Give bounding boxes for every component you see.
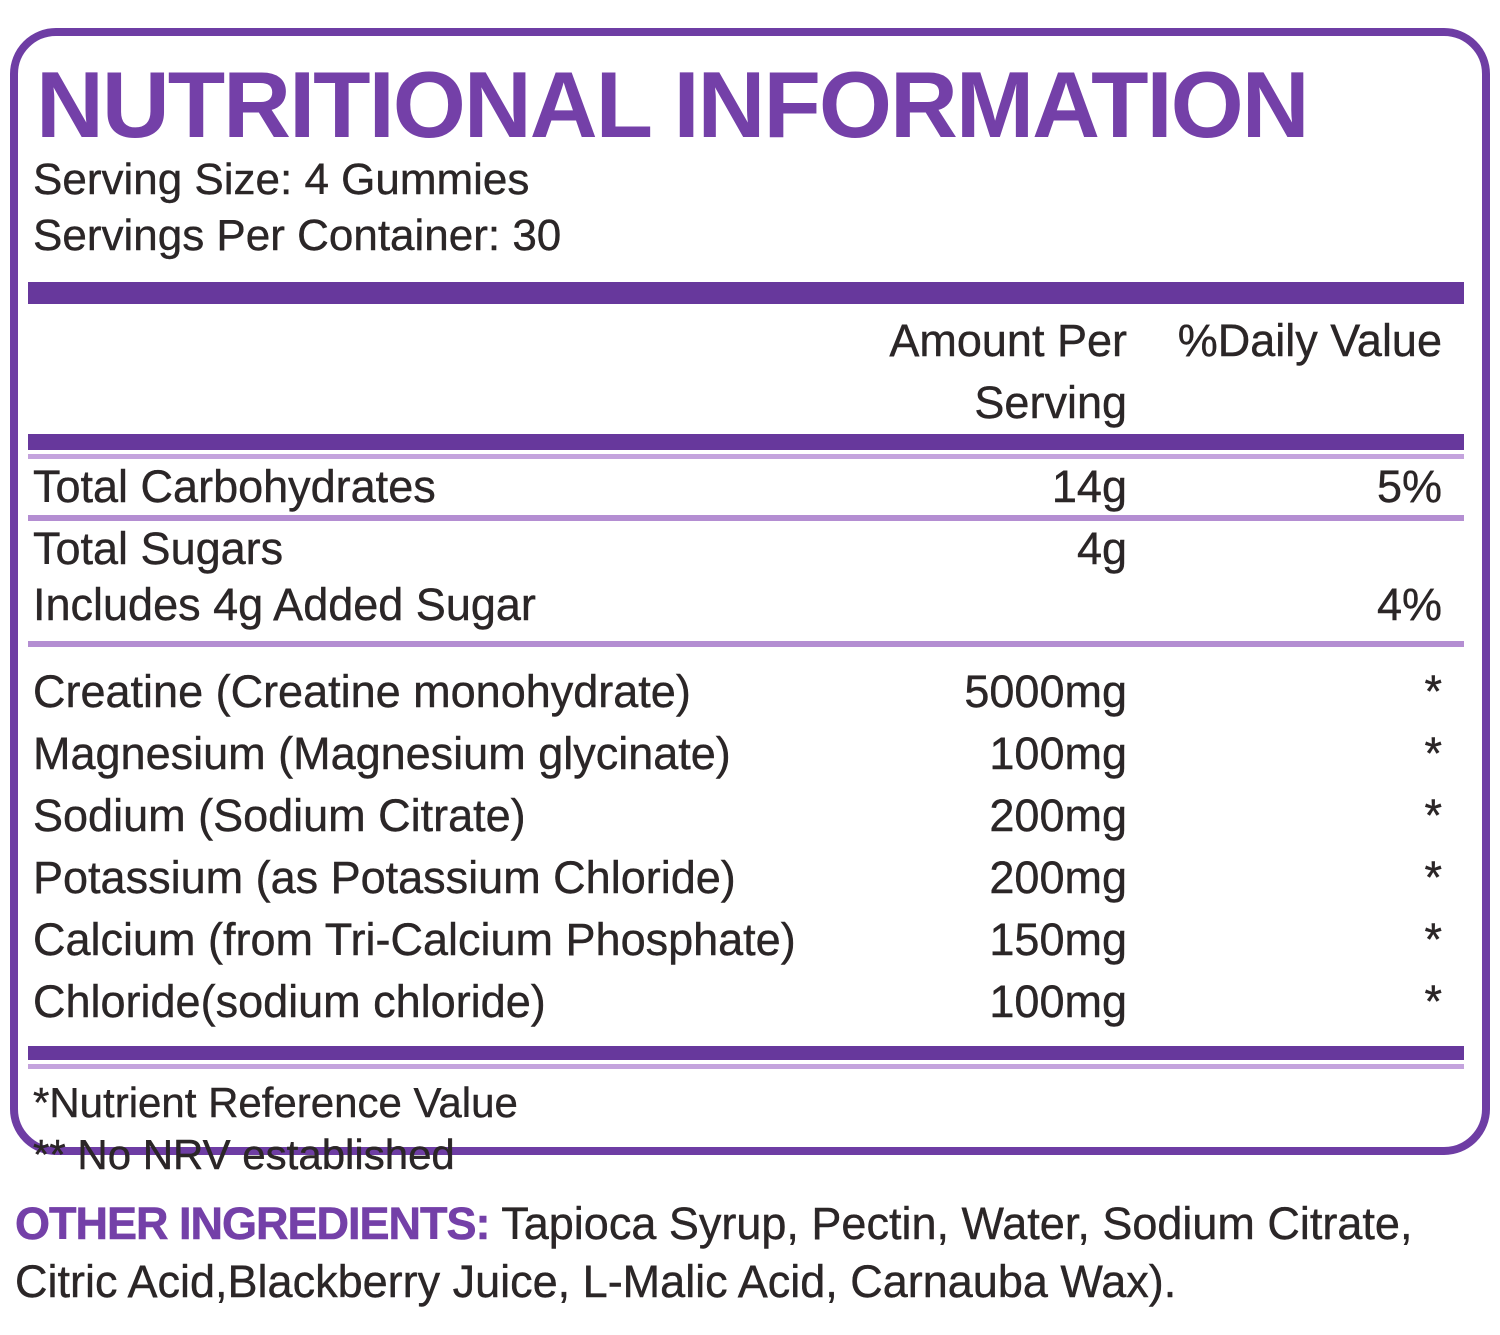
footnote-no-nrv: ** No NRV established: [33, 1131, 455, 1178]
row-amount: 100mg: [989, 976, 1127, 1027]
row-amount: 4g: [1076, 523, 1127, 574]
row-daily-value: *: [1424, 790, 1442, 841]
table-row-creatine: Creatine (Creatine monohydrate) 5000mg *: [28, 661, 1464, 723]
row-daily-value: *: [1424, 666, 1442, 717]
row-amount: 200mg: [989, 852, 1127, 903]
row-label: Calcium (from Tri-Calcium Phosphate): [33, 914, 796, 965]
table-row-added-sugar: Includes 4g Added Sugar 4%: [28, 577, 1464, 633]
top-separator-bar: [28, 282, 1464, 304]
row-label: Chloride(sodium chloride): [33, 976, 546, 1027]
row-amount: 5000mg: [964, 666, 1127, 717]
row-label: Includes 4g Added Sugar: [33, 579, 536, 630]
rule-dark: [28, 434, 1464, 450]
row-daily-value: 4%: [1376, 579, 1442, 630]
row-daily-value: *: [1424, 728, 1442, 779]
rule-light: [28, 454, 1464, 459]
row-daily-value: *: [1424, 852, 1442, 903]
bottom-separator-rule: [28, 1046, 1464, 1069]
rule-dark: [28, 1046, 1464, 1060]
row-daily-value: *: [1424, 976, 1442, 1027]
other-ingredients: OTHER INGREDIENTS: Tapioca Syrup, Pectin…: [15, 1195, 1490, 1311]
footnote-nrv: *Nutrient Reference Value: [33, 1079, 518, 1126]
table-row-magnesium: Magnesium (Magnesium glycinate) 100mg *: [28, 723, 1464, 785]
row-amount: 100mg: [989, 728, 1127, 779]
row-amount: 14g: [1051, 461, 1127, 512]
header-spacer: [28, 310, 827, 434]
table-row-carbohydrates: Total Carbohydrates 14g 5%: [28, 459, 1464, 515]
rule-gap: [28, 450, 1464, 454]
row-amount: [827, 577, 1127, 633]
table-row-calcium: Calcium (from Tri-Calcium Phosphate) 150…: [28, 909, 1464, 971]
serving-size: Serving Size: 4 Gummies: [33, 155, 530, 204]
other-ingredients-line1: Tapioca Syrup, Pectin, Water, Sodium Cit…: [501, 1198, 1413, 1249]
row-daily-value: *: [1424, 914, 1442, 965]
row-label: Potassium (as Potassium Chloride): [33, 852, 736, 903]
row-daily-value: 5%: [1376, 461, 1442, 512]
row-amount: 200mg: [989, 790, 1127, 841]
table-row-total-sugars: Total Sugars 4g: [28, 521, 1464, 577]
servings-per-container: Servings Per Container: 30: [33, 211, 562, 260]
row-label: Magnesium (Magnesium glycinate): [33, 728, 731, 779]
rule-gap: [28, 1060, 1464, 1064]
rule-light: [28, 1064, 1464, 1069]
header-daily-value: %Daily Value: [1177, 315, 1443, 366]
header-amount-per-serving: Amount Per Serving: [889, 315, 1127, 428]
row-label: Creatine (Creatine monohydrate): [33, 666, 691, 717]
row-label: Total Carbohydrates: [33, 461, 436, 512]
row-daily-value: [1127, 521, 1464, 577]
row-amount: 150mg: [989, 914, 1127, 965]
other-ingredients-line2: Citric Acid,Blackberry Juice, L-Malic Ac…: [15, 1256, 1177, 1307]
panel-title: NUTRITIONAL INFORMATION: [36, 52, 1310, 157]
row-label: Total Sugars: [33, 523, 284, 574]
row-divider: [28, 641, 1464, 647]
nutrition-panel: NUTRITIONAL INFORMATION Serving Size: 4 …: [10, 28, 1490, 1178]
mineral-rows: Creatine (Creatine monohydrate) 5000mg *…: [28, 661, 1464, 1033]
table-row-sodium: Sodium (Sodium Citrate) 200mg *: [28, 785, 1464, 847]
footnotes: *Nutrient Reference Value ** No NRV esta…: [28, 1077, 1464, 1181]
table-row-potassium: Potassium (as Potassium Chloride) 200mg …: [28, 847, 1464, 909]
table-header-row: Amount Per Serving %Daily Value: [28, 310, 1464, 434]
row-divider: [28, 515, 1464, 521]
row-label: Sodium (Sodium Citrate): [33, 790, 526, 841]
other-ingredients-label: OTHER INGREDIENTS:: [15, 1198, 491, 1250]
table-row-chloride: Chloride(sodium chloride) 100mg *: [28, 971, 1464, 1033]
header-separator-rule: [28, 434, 1464, 459]
